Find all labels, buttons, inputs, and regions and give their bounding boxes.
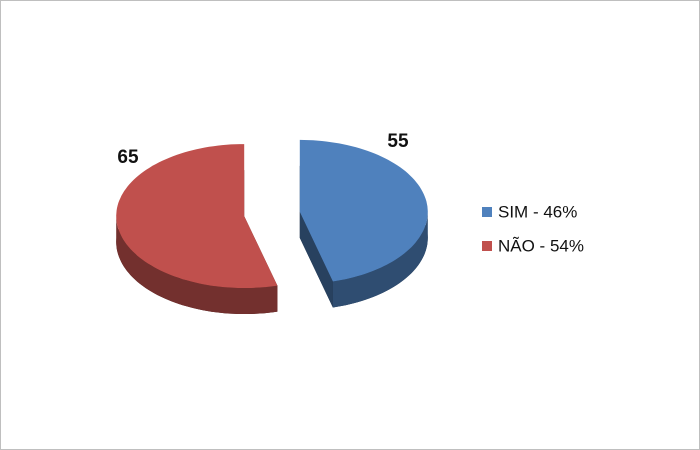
pie-slice [116,144,278,314]
data-label: 65 [117,147,139,168]
slice-top [116,144,278,288]
data-label: 55 [387,131,409,152]
legend-label: NÃO - 54% [498,236,584,255]
slice-cut [299,211,333,308]
pie-slice [299,139,428,308]
slice-rim [332,211,428,308]
legend-swatch [482,241,492,251]
legend-label: SIM - 46% [498,202,577,221]
legend-swatch [482,207,492,217]
slice-top [299,139,428,282]
slice-rim [116,216,278,314]
